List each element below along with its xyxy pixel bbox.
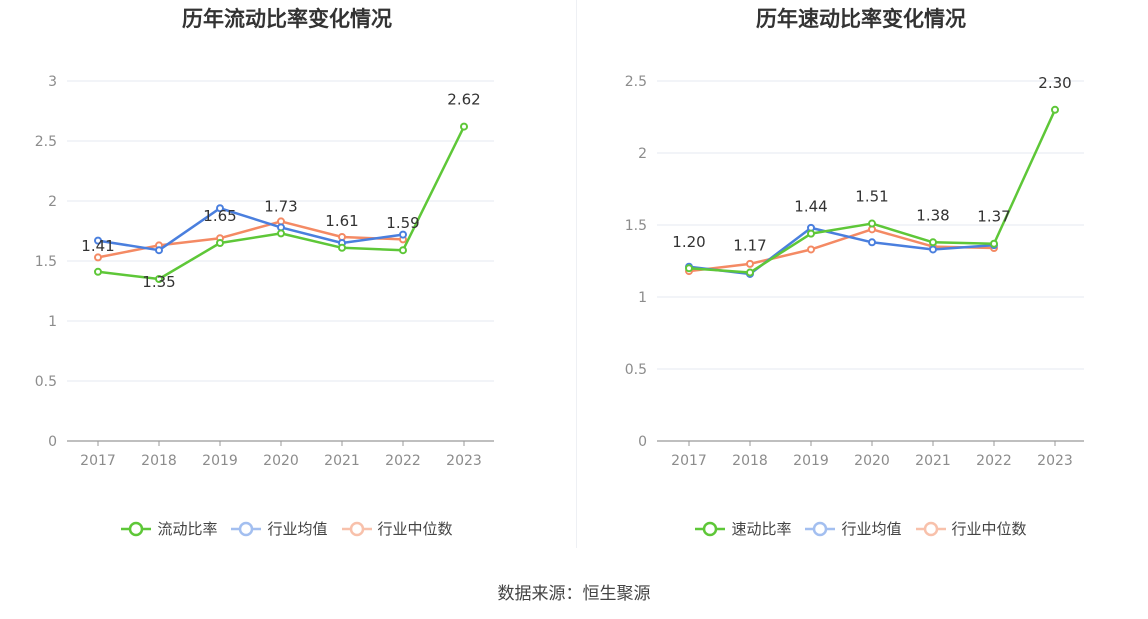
- data-source-note: 数据来源：恒生聚源: [497, 584, 651, 604]
- data-point: [929, 245, 937, 254]
- x-tick-label: 2023: [446, 453, 482, 469]
- data-label: 2.30: [1038, 74, 1071, 92]
- data-point: [807, 229, 815, 238]
- y-tick-label: 2.5: [625, 74, 647, 90]
- y-tick-label: 1: [48, 314, 57, 330]
- data-point: [1051, 105, 1059, 114]
- x-tick-label: 2020: [854, 453, 890, 469]
- data-point: [94, 267, 102, 276]
- data-point: [155, 246, 163, 255]
- data-point: [399, 230, 407, 239]
- quick-ratio-panel: 历年速动比率变化情况 0 0.5 1 1.5 2 2.5 2017 2018 2019 2020 2…: [574, 0, 1148, 560]
- data-point: [277, 229, 285, 238]
- panel-divider: [576, 0, 577, 548]
- chart-title: 历年流动比率变化情况: [182, 7, 392, 31]
- legend-item-industry-mean[interactable]: 行业均值: [231, 518, 328, 539]
- chart-legend: 速动比率 行业均值 行业中位数: [574, 518, 1148, 539]
- legend-item-industry-median[interactable]: 行业中位数: [341, 518, 453, 539]
- data-label: 1.51: [855, 188, 888, 206]
- x-tick-label: 2018: [141, 453, 177, 469]
- data-label: 1.38: [916, 206, 949, 224]
- data-point: [990, 239, 998, 248]
- y-tick-label: 0: [638, 434, 647, 450]
- legend-label: 行业中位数: [951, 520, 1027, 538]
- x-tick-label: 2022: [976, 453, 1012, 469]
- y-tick-label: 2: [48, 194, 57, 210]
- legend-label: 行业均值: [267, 520, 328, 538]
- data-point: [216, 204, 224, 213]
- data-point: [746, 268, 754, 277]
- data-label: 1.37: [977, 208, 1010, 226]
- legend-item-industry-mean[interactable]: 行业均值: [805, 518, 902, 539]
- data-point: [868, 219, 876, 228]
- data-point: [399, 246, 407, 255]
- data-label: 1.73: [264, 197, 297, 215]
- series-line: [688, 228, 995, 273]
- legend-item-current-ratio[interactable]: 流动比率: [121, 518, 217, 539]
- data-point: [338, 243, 346, 252]
- series-line: [97, 206, 404, 252]
- y-tick-label: 1: [638, 290, 647, 306]
- data-label: 1.35: [142, 273, 175, 291]
- legend-marker-icon: [695, 521, 726, 536]
- y-tick-label: 1.5: [625, 218, 647, 234]
- data-label: 1.59: [386, 214, 419, 232]
- x-tick-label: 2017: [671, 453, 707, 469]
- quick-ratio-chart: 0 0.5 1 1.5 2 2.5 2017 2018 2019 2020 2021 2022 2023…: [625, 74, 1084, 469]
- y-tick-label: 0.5: [35, 374, 57, 390]
- current-ratio-chart: 0 0.5 1 1.5 2 2.5 3 2017 2018 2019 2020 2021 2022 202…: [35, 74, 494, 469]
- x-tick-label: 2017: [80, 453, 116, 469]
- data-label: 1.41: [81, 237, 114, 255]
- current-ratio-panel: 历年流动比率变化情况 0 0.5 1 1.5 2 2.5 3 2017 2018 2019 2020…: [0, 0, 574, 560]
- x-tick-label: 2019: [202, 453, 238, 469]
- data-point: [868, 238, 876, 247]
- legend-marker-icon: [805, 521, 836, 536]
- data-point: [929, 238, 937, 247]
- chart-title: 历年速动比率变化情况: [756, 7, 966, 31]
- data-point: [685, 264, 693, 273]
- legend-label: 速动比率: [731, 520, 792, 538]
- y-tick-label: 0: [48, 434, 57, 450]
- data-point: [94, 236, 102, 245]
- x-tick-label: 2021: [324, 453, 360, 469]
- legend-marker-icon: [231, 521, 262, 536]
- data-label: 1.61: [325, 212, 358, 230]
- y-tick-label: 1.5: [35, 254, 57, 270]
- x-tick-label: 2021: [915, 453, 951, 469]
- data-label: 1.20: [672, 233, 705, 251]
- data-label: 2.62: [447, 91, 480, 109]
- x-tick-label: 2018: [732, 453, 768, 469]
- legend-item-industry-median[interactable]: 行业中位数: [915, 518, 1027, 539]
- y-tick-label: 3: [48, 74, 57, 90]
- x-tick-label: 2020: [263, 453, 299, 469]
- x-tick-label: 2019: [793, 453, 829, 469]
- data-point: [155, 275, 163, 283]
- data-point: [94, 253, 102, 262]
- legend-label: 流动比率: [157, 520, 218, 538]
- data-point: [807, 245, 815, 254]
- data-label: 1.44: [794, 198, 827, 216]
- legend-marker-icon: [121, 521, 152, 536]
- data-label: 1.65: [203, 207, 236, 225]
- legend-marker-icon: [341, 521, 372, 536]
- y-tick-label: 2: [638, 146, 647, 162]
- data-label: 1.17: [733, 237, 766, 255]
- legend-label: 行业中位数: [377, 520, 453, 538]
- y-tick-label: 0.5: [625, 362, 647, 378]
- x-tick-label: 2022: [385, 453, 421, 469]
- legend-item-quick-ratio[interactable]: 速动比率: [695, 518, 791, 539]
- data-point: [460, 122, 468, 131]
- data-point: [216, 239, 224, 247]
- legend-marker-icon: [915, 521, 946, 536]
- data-point: [746, 259, 754, 268]
- y-tick-label: 2.5: [35, 134, 57, 150]
- legend-label: 行业均值: [841, 520, 902, 538]
- x-tick-label: 2023: [1037, 453, 1073, 469]
- chart-legend: 流动比率 行业均值 行业中位数: [0, 518, 574, 539]
